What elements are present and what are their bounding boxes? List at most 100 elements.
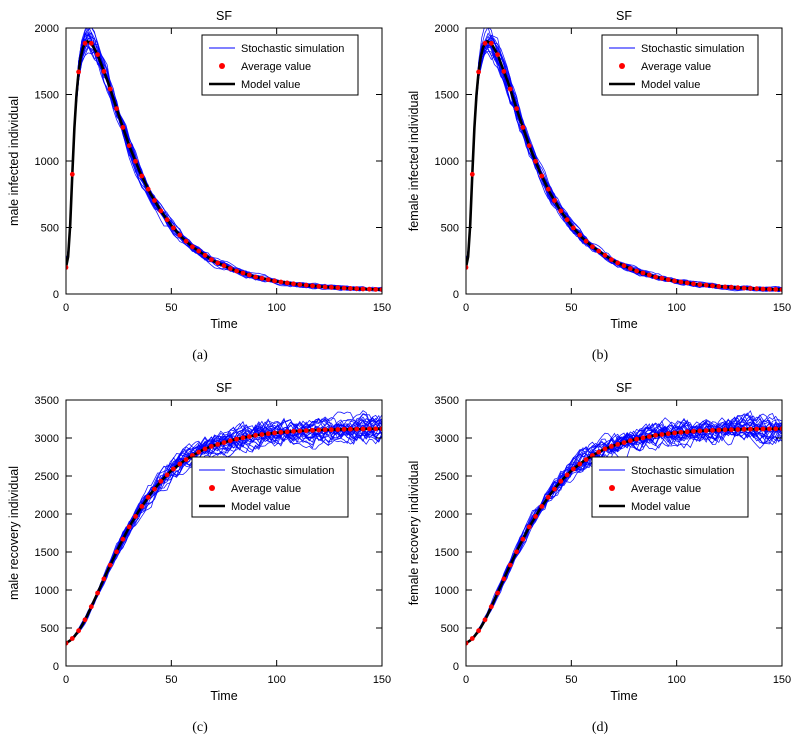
average-marker <box>69 171 75 177</box>
average-marker <box>665 277 671 282</box>
average-marker <box>171 466 176 472</box>
stochastic-trace <box>66 427 382 644</box>
average-marker <box>691 428 696 434</box>
average-marker <box>164 217 170 223</box>
average-marker <box>291 281 296 287</box>
x-tick-label: 150 <box>773 674 791 686</box>
average-marker <box>278 279 284 285</box>
average-marker <box>253 432 258 438</box>
average-marker <box>716 427 722 433</box>
average-marker <box>88 604 94 610</box>
chart-a: 0 50 100 150 0 500 1000 1500 2000 SF Time male infe… <box>0 4 400 376</box>
average-marker <box>659 275 665 281</box>
x-tick-label: 50 <box>165 674 177 686</box>
average-marker <box>190 244 195 250</box>
y-tick-label: 3500 <box>35 395 59 407</box>
average-marker <box>488 40 494 46</box>
average-marker <box>265 431 271 437</box>
average-marker <box>773 426 779 432</box>
y-tick-label: 2000 <box>35 23 59 35</box>
average-marker <box>729 284 734 290</box>
subplot-label-d: (d) <box>591 720 609 735</box>
average-marker <box>316 427 322 433</box>
y-tick-label: 1500 <box>435 547 459 559</box>
average-marker <box>335 285 341 291</box>
average-marker <box>303 428 309 433</box>
average-marker <box>501 576 507 582</box>
legend-label: Model value <box>241 79 300 91</box>
average-marker <box>596 248 602 254</box>
x-tick-label: 0 <box>463 674 469 686</box>
average-marker <box>552 198 557 203</box>
average-marker <box>748 426 753 432</box>
average-marker <box>209 444 214 449</box>
average-marker <box>95 52 100 57</box>
average-marker <box>120 536 126 542</box>
data-layer <box>66 28 382 292</box>
average-marker <box>526 524 532 530</box>
average-marker <box>729 427 734 433</box>
average-marker <box>69 636 75 641</box>
x-axis-label: Time <box>210 317 237 331</box>
average-marker <box>291 428 296 434</box>
average-marker <box>482 40 488 46</box>
data-layer <box>66 410 382 646</box>
y-tick-label: 1500 <box>35 90 59 102</box>
average-marker <box>373 426 379 432</box>
average-marker <box>76 628 81 634</box>
average-marker <box>634 436 639 442</box>
y-tick-label: 0 <box>453 661 459 673</box>
average-marker <box>760 426 766 432</box>
average-marker <box>672 430 677 436</box>
average-marker <box>779 287 782 292</box>
average-marker <box>545 186 551 192</box>
chart-title: SF <box>616 381 632 395</box>
average-marker <box>158 208 164 214</box>
average-marker <box>215 442 221 447</box>
average-marker <box>495 52 500 57</box>
average-marker <box>202 252 208 258</box>
average-marker <box>246 272 252 278</box>
chart-c-svg: 0 50 100 1500500100015002000250030003500SFT… <box>7 381 391 703</box>
average-marker <box>741 426 747 432</box>
average-marker <box>621 263 627 269</box>
average-marker <box>329 427 334 433</box>
y-tick-label: 0 <box>53 661 59 673</box>
axes-box <box>465 27 783 295</box>
average-marker <box>246 434 252 439</box>
average-marker <box>507 562 513 568</box>
y-tick-label: 500 <box>441 223 459 235</box>
average-marker <box>259 432 265 437</box>
average-marker <box>466 265 469 270</box>
average-marker <box>354 426 360 432</box>
average-marker <box>653 432 658 438</box>
average-marker <box>697 428 703 434</box>
x-tick-label: 50 <box>565 674 577 686</box>
y-tick-label: 0 <box>453 289 459 301</box>
x-tick-label: 150 <box>373 674 391 686</box>
legend-marker-average <box>209 485 215 491</box>
average-marker <box>469 171 475 177</box>
average-marker <box>609 257 614 262</box>
average-marker <box>552 486 557 492</box>
y-tick-label: 1000 <box>35 156 59 168</box>
average-marker <box>133 158 138 164</box>
average-marker <box>577 461 583 467</box>
average-marker <box>240 435 246 441</box>
average-marker <box>202 446 208 452</box>
legend-label: Model value <box>641 79 700 91</box>
legend-box: Stochastic simulation Average value Model … <box>591 456 749 518</box>
average-marker <box>691 281 696 287</box>
y-tick-label: 3500 <box>435 395 459 407</box>
average-marker <box>373 287 379 292</box>
average-marker <box>533 514 538 519</box>
average-marker <box>495 590 500 596</box>
legend-label: Stochastic simulation <box>631 465 734 477</box>
average-marker <box>469 636 475 641</box>
average-marker <box>95 590 100 596</box>
x-axis-label: Time <box>610 317 637 331</box>
average-marker <box>703 282 709 288</box>
average-marker <box>367 426 372 432</box>
average-marker <box>360 286 366 292</box>
average-marker <box>466 640 469 646</box>
